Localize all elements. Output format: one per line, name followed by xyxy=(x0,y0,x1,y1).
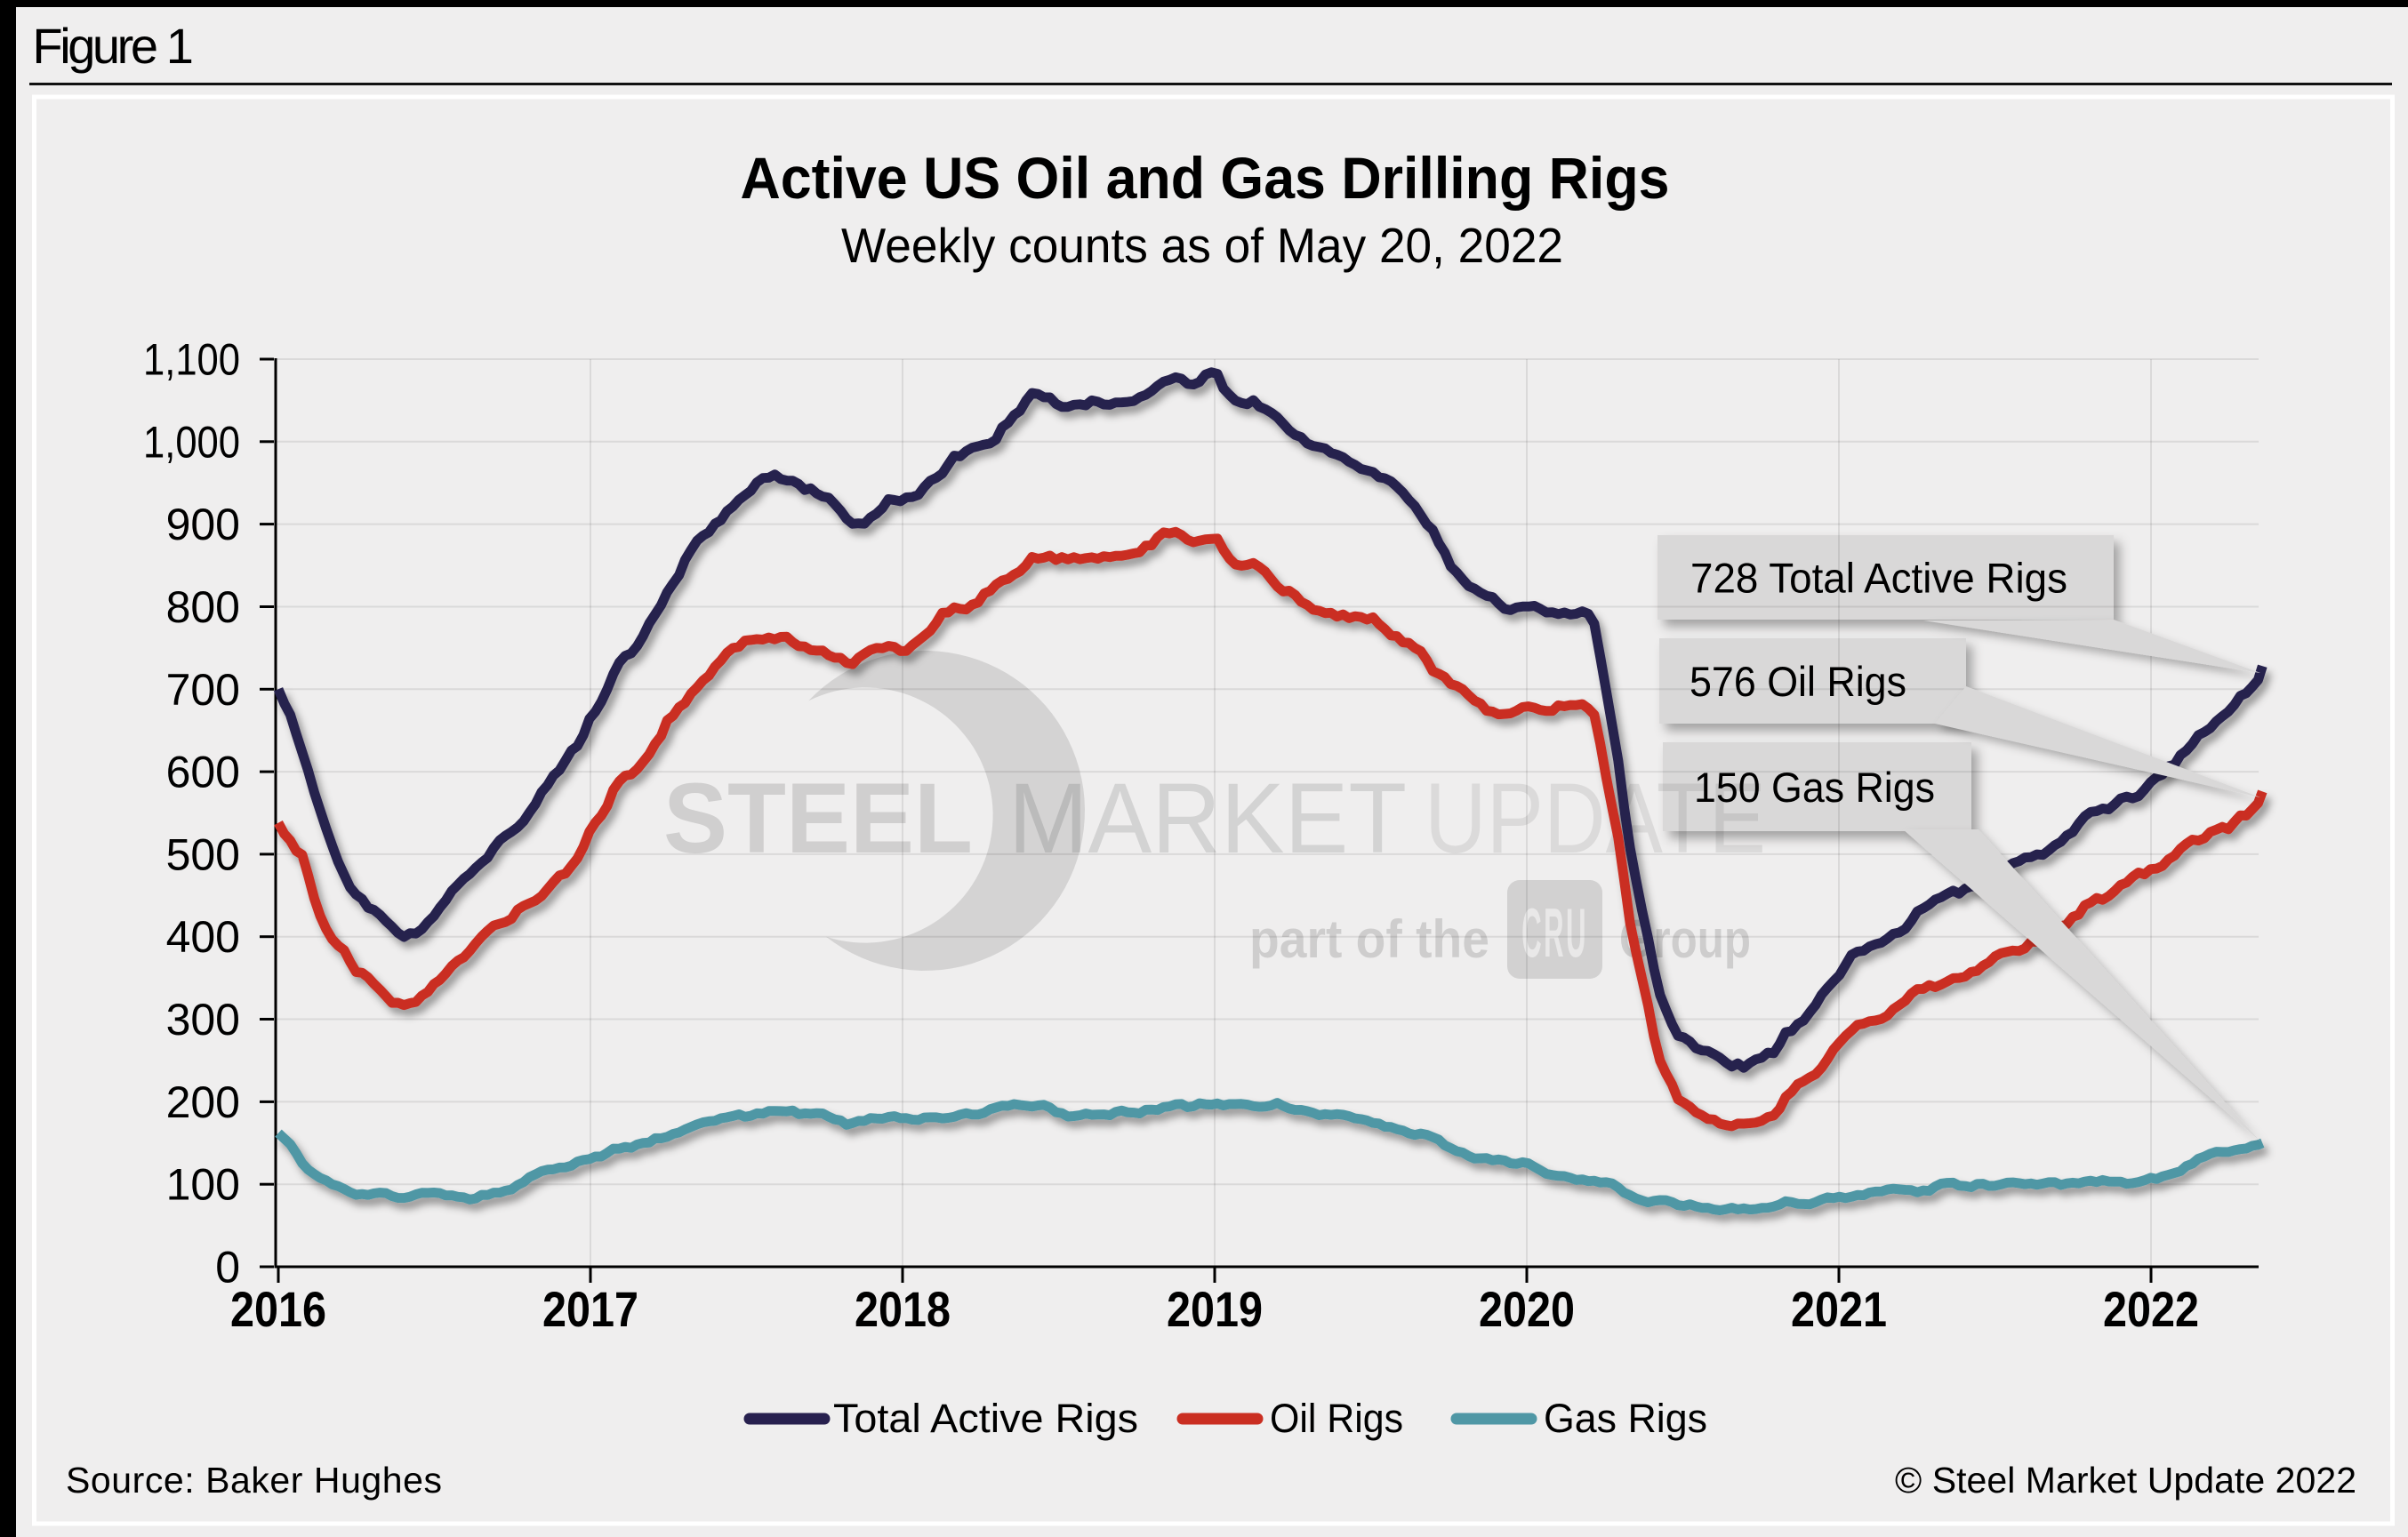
svg-text:Weekly counts as of May 20, 20: Weekly counts as of May 20, 2022 xyxy=(841,218,1563,273)
svg-text:150 Gas Rigs: 150 Gas Rigs xyxy=(1694,764,1935,811)
svg-text:2022: 2022 xyxy=(2103,1281,2199,1337)
svg-text:2017: 2017 xyxy=(542,1281,638,1337)
svg-text:2021: 2021 xyxy=(1791,1281,1887,1337)
svg-text:100: 100 xyxy=(166,1160,240,1210)
svg-text:0: 0 xyxy=(215,1243,240,1293)
svg-text:400: 400 xyxy=(166,912,240,962)
svg-text:UPDATE: UPDATE xyxy=(1425,763,1766,874)
svg-text:1,100: 1,100 xyxy=(143,335,240,385)
svg-text:728 Total Active Rigs: 728 Total Active Rigs xyxy=(1690,555,2067,602)
svg-text:STEEL: STEEL xyxy=(663,763,973,874)
svg-text:700: 700 xyxy=(166,665,240,715)
svg-text:Source: Baker Hughes: Source: Baker Hughes xyxy=(66,1460,442,1501)
svg-text:2019: 2019 xyxy=(1167,1281,1263,1337)
svg-text:Active US Oil and Gas Drilling: Active US Oil and Gas Drilling Rigs xyxy=(741,145,1670,211)
svg-text:200: 200 xyxy=(166,1077,240,1127)
svg-text:CRU: CRU xyxy=(1521,893,1588,972)
svg-text:Total Active Rigs: Total Active Rigs xyxy=(833,1396,1138,1441)
svg-text:300: 300 xyxy=(166,995,240,1045)
svg-text:© Steel Market Update 2022: © Steel Market Update 2022 xyxy=(1895,1460,2356,1501)
svg-text:MARKET: MARKET xyxy=(1008,763,1407,874)
svg-text:Oil Rigs: Oil Rigs xyxy=(1270,1396,1403,1441)
svg-text:2018: 2018 xyxy=(855,1281,951,1337)
svg-text:Gas Rigs: Gas Rigs xyxy=(1544,1396,1707,1441)
svg-text:900: 900 xyxy=(166,500,240,549)
svg-text:Figure 1: Figure 1 xyxy=(32,18,194,74)
svg-text:2016: 2016 xyxy=(230,1281,326,1337)
svg-text:800: 800 xyxy=(166,582,240,632)
svg-text:1,000: 1,000 xyxy=(143,417,240,467)
svg-text:2020: 2020 xyxy=(1479,1281,1575,1337)
svg-text:part of the: part of the xyxy=(1249,909,1489,969)
svg-text:500: 500 xyxy=(166,829,240,879)
svg-text:600: 600 xyxy=(166,748,240,797)
svg-text:576 Oil Rigs: 576 Oil Rigs xyxy=(1690,658,1906,705)
